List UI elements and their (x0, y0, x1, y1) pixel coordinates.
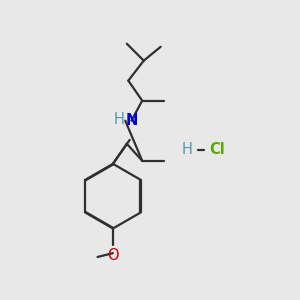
Text: H: H (114, 112, 124, 127)
Text: O: O (107, 248, 119, 263)
Text: Cl: Cl (209, 142, 225, 158)
Text: H: H (182, 142, 192, 158)
Text: N: N (125, 113, 138, 128)
